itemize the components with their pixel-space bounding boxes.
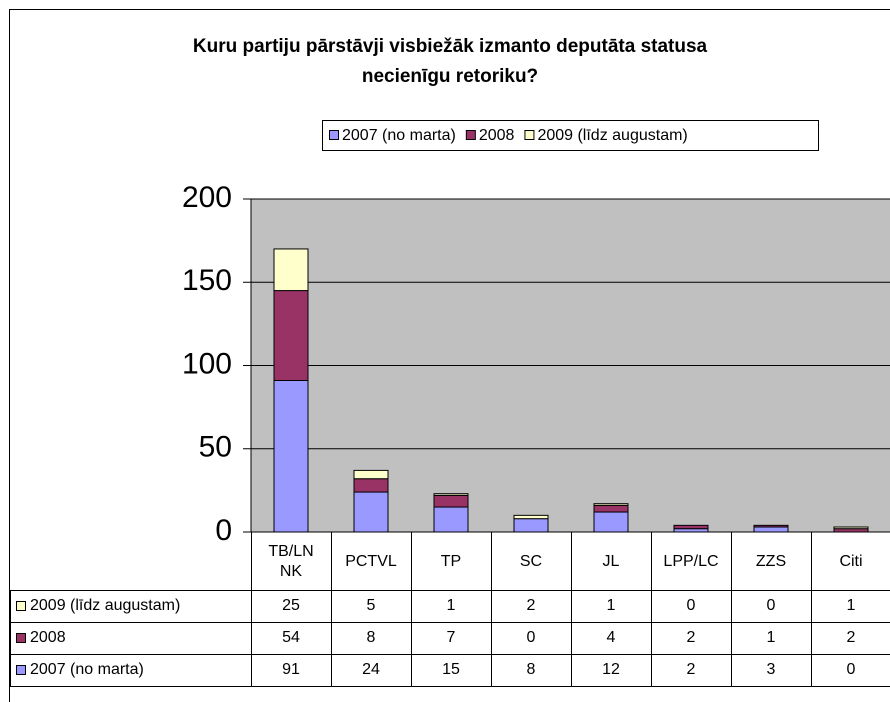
table-legend-key	[16, 633, 26, 643]
x-tick-label-box: JL	[602, 552, 620, 570]
table-value: 24	[362, 661, 380, 678]
table-row-label: 2009 (līdz augustam)	[30, 597, 180, 614]
table-value: 0	[527, 629, 536, 646]
bar-segment	[513, 514, 549, 520]
bar-segment	[593, 511, 629, 533]
x-tick-label: JL	[602, 552, 620, 570]
bar-segment	[273, 248, 309, 292]
legend-box	[322, 120, 819, 151]
table-value: 2	[687, 629, 696, 646]
table-value: 54	[282, 629, 300, 646]
bar-segment	[273, 379, 309, 533]
table-value: 8	[367, 629, 376, 646]
bar-segment	[593, 504, 629, 513]
table-value: 0	[767, 597, 776, 614]
table-value: 1	[607, 597, 616, 614]
table-value: 91	[282, 661, 300, 678]
table-value: 5	[367, 597, 376, 614]
bar-segment	[353, 478, 389, 493]
bar-segment	[273, 290, 309, 381]
y-tick-label: 100	[182, 347, 232, 380]
bar-segment	[353, 491, 389, 533]
chart-title: Kuru partiju pārstāvji visbiežāk izmanto…	[193, 36, 708, 57]
x-tick-label-box: TB/LNNK	[268, 542, 314, 580]
table-value: 1	[767, 629, 776, 646]
table-value: 2	[527, 597, 536, 614]
table-value: 0	[687, 597, 696, 614]
table-value: 7	[447, 629, 456, 646]
table-value: 0	[847, 661, 856, 678]
table-legend-key	[16, 601, 26, 611]
table-row-label: 2007 (no marta)	[30, 661, 144, 678]
bar-segment	[433, 506, 469, 533]
legend-key	[329, 130, 339, 140]
y-tick-label: 0	[215, 514, 232, 547]
legend-label: 2009 (līdz augustam)	[537, 127, 687, 144]
bar-segment	[593, 503, 629, 506]
legend-label: 2008	[479, 127, 515, 144]
bar-segment	[753, 526, 789, 533]
table-value: 4	[607, 629, 616, 646]
y-tick-label: 200	[182, 181, 232, 214]
legend-key	[524, 130, 535, 140]
x-tick-label-box: SC	[519, 552, 543, 570]
bar-segment	[673, 524, 709, 530]
table-value: 2	[687, 661, 696, 678]
x-tick-label-box: ZZS	[755, 552, 787, 570]
table-row-label: 2008	[30, 629, 66, 646]
table-value: 8	[527, 661, 536, 678]
y-tick-label: 150	[182, 264, 232, 297]
table-value: 25	[282, 597, 300, 614]
chart-title: necienīgu retoriku?	[362, 66, 538, 87]
x-tick-label-box: Citi	[839, 552, 863, 570]
bar-segment	[753, 524, 789, 528]
table-value: 3	[767, 661, 776, 678]
table-legend-key	[16, 665, 26, 675]
x-tick-label-box: PCTVL	[345, 552, 397, 570]
x-tick-label-box: TP	[440, 552, 462, 570]
legend-key	[465, 130, 476, 140]
x-tick-label: ZZS	[755, 552, 787, 570]
bar-segment	[513, 518, 549, 533]
x-tick-label: PCTVL	[345, 552, 397, 570]
x-tick-label: Citi	[839, 552, 863, 570]
bar-segment	[433, 494, 469, 508]
y-tick-label: 50	[199, 431, 232, 464]
table-value: 1	[447, 597, 456, 614]
table-value: 2	[847, 629, 856, 646]
x-tick-label: SC	[519, 552, 543, 570]
bar-segment	[353, 469, 389, 480]
bar-segment	[833, 526, 869, 530]
x-tick-label: TB/LNNK	[268, 542, 314, 580]
table-value: 1	[847, 597, 856, 614]
x-tick-label: TP	[440, 552, 462, 570]
x-tick-label-box: LPP/LC	[663, 552, 719, 570]
table-value: 15	[442, 661, 460, 678]
bar-segment	[433, 493, 469, 496]
table-value: 12	[602, 661, 620, 678]
legend-label: 2007 (no marta)	[342, 127, 456, 144]
x-tick-label: LPP/LC	[663, 552, 719, 570]
